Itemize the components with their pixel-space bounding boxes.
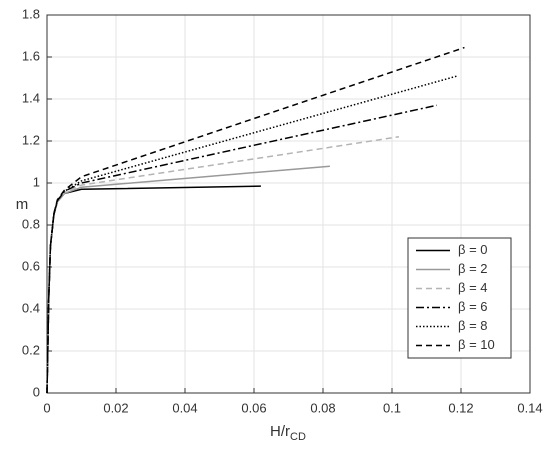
- x-tick-label: 0.1: [383, 400, 401, 415]
- x-tick-label: 0.12: [448, 400, 473, 415]
- x-axis-label-main: H/r: [270, 423, 290, 440]
- x-tick-label: 0: [43, 400, 50, 415]
- y-tick-label: 0.6: [22, 258, 40, 273]
- legend-box: [407, 237, 512, 359]
- legend-label: β = 0: [458, 242, 488, 257]
- series-line: [46, 165, 330, 394]
- y-tick-label: 0.2: [22, 342, 40, 357]
- legend-label: β = 2: [458, 261, 488, 276]
- series-line: [46, 104, 438, 394]
- y-tick-label: 0.8: [22, 216, 40, 231]
- series-line: [46, 185, 261, 394]
- x-axis-label-subscript: CD: [290, 431, 306, 443]
- series-line: [46, 75, 458, 394]
- series-line: [46, 46, 465, 394]
- y-tick-label: 1.4: [22, 90, 40, 105]
- y-tick-label: 1.6: [22, 48, 40, 63]
- x-tick-label: 0.04: [172, 400, 197, 415]
- plot-frame: [46, 14, 531, 394]
- y-tick-label: 1.2: [22, 132, 40, 147]
- legend-label: β = 6: [458, 299, 488, 314]
- y-tick-label: 1: [33, 174, 40, 189]
- y-axis-label: m: [16, 196, 29, 213]
- x-tick-label: 0.08: [310, 400, 335, 415]
- legend-label: β = 8: [458, 318, 488, 333]
- legend-label: β = 10: [458, 337, 495, 352]
- x-axis-label: H/rCD: [270, 423, 306, 443]
- x-tick-label: 0.14: [517, 400, 542, 415]
- legend-label: β = 4: [458, 280, 488, 295]
- y-tick-label: 1.8: [22, 6, 40, 21]
- y-tick-label: 0: [33, 384, 40, 399]
- x-tick-label: 0.06: [241, 400, 266, 415]
- y-tick-label: 0.4: [22, 300, 40, 315]
- x-tick-label: 0.02: [103, 400, 128, 415]
